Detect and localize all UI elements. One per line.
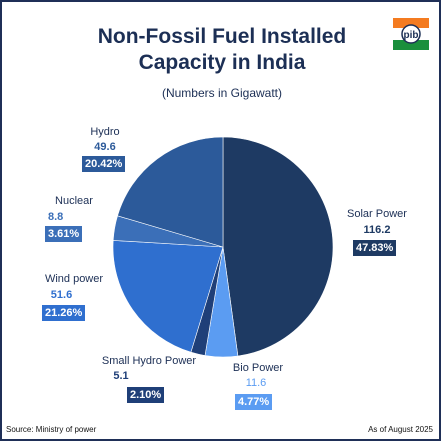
pie-slice-solar-power [222, 136, 334, 357]
chart-title-line2: Capacity in India [138, 51, 306, 74]
chart-title-line1: Non-Fossil Fuel Installed [97, 25, 347, 48]
percent-hydro: 20.42% [82, 156, 126, 172]
chart-subtitle: (Numbers in Gigawatt) [161, 86, 283, 100]
value-solar: 116.2 [363, 224, 391, 236]
percent-nuclear: 3.61% [45, 226, 83, 242]
label-wind: Wind power [44, 273, 104, 285]
percent-solar: 47.83% [353, 240, 397, 256]
value-bio: 11.6 [245, 377, 267, 389]
pie-slice-wind-power [112, 240, 224, 353]
percent-wind: 21.26% [42, 305, 86, 321]
label-small-hydro: Small Hydro Power [101, 355, 197, 367]
percent-bio: 4.77% [235, 394, 273, 410]
source-note: Source: Ministry of power [6, 425, 97, 434]
value-hydro: 49.6 [94, 141, 116, 153]
value-nuclear: 8.8 [48, 211, 64, 223]
pie-slice-hydro [117, 136, 224, 248]
label-bio: Bio Power [232, 362, 284, 374]
label-solar: Solar Power [347, 208, 407, 220]
value-small-hydro: 5.1 [113, 370, 129, 382]
label-nuclear: Nuclear [55, 195, 93, 207]
percent-small-hydro: 2.10% [127, 387, 165, 403]
value-wind: 51.6 [50, 289, 73, 301]
date-note: As of August 2025 [368, 425, 433, 434]
svg-text:pib: pib [404, 30, 419, 41]
label-hydro: Hydro [90, 126, 120, 138]
pib-logo: pib [389, 12, 433, 56]
